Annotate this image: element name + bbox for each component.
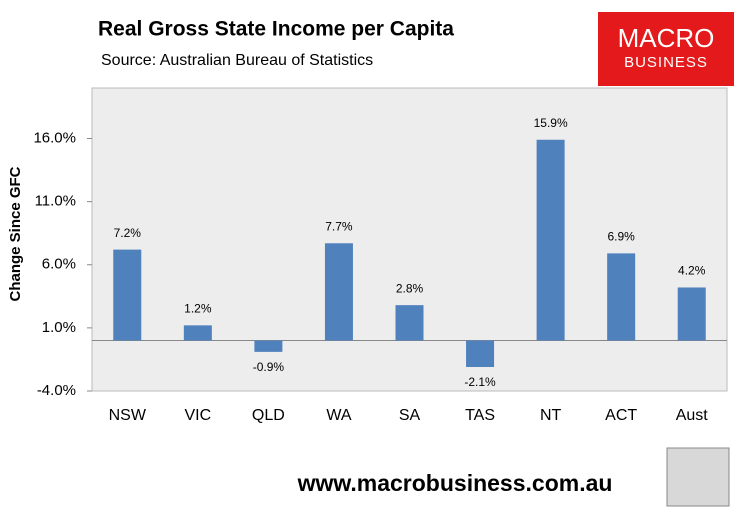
x-tick-label: NT: [540, 407, 562, 424]
y-tick-label: 16.0%: [33, 129, 76, 146]
x-tick-label: SA: [399, 407, 421, 424]
bar: [466, 340, 495, 368]
chart-subtitle: Source: Australian Bureau of Statistics: [101, 52, 373, 69]
bar: [607, 253, 636, 341]
y-tick-label: 6.0%: [42, 256, 76, 273]
x-tick-label: Aust: [676, 407, 709, 424]
bar: [254, 340, 283, 352]
bar: [183, 325, 212, 341]
y-tick-label: 11.0%: [35, 193, 76, 210]
x-tick-label: NSW: [109, 407, 147, 424]
logo-text: MACRO: [618, 23, 715, 53]
logo-text: BUSINESS: [624, 54, 708, 71]
x-tick-label: TAS: [465, 407, 495, 424]
x-tick-label: WA: [326, 407, 352, 424]
bar: [395, 305, 424, 341]
y-axis-label: Change Since GFC: [7, 166, 24, 301]
chart-title: Real Gross State Income per Capita: [98, 18, 454, 41]
value-label: 4.2%: [678, 264, 706, 278]
bar: [113, 249, 142, 341]
y-tick-label: 1.0%: [42, 319, 76, 336]
x-tick-label: ACT: [605, 407, 637, 424]
value-label: -2.1%: [464, 375, 496, 389]
wolf-image: [666, 447, 730, 507]
x-tick-label: QLD: [252, 407, 285, 424]
bar: [536, 139, 565, 341]
value-label: 15.9%: [534, 116, 568, 130]
value-label: 7.2%: [114, 226, 142, 240]
value-label: 6.9%: [607, 230, 635, 244]
bar: [324, 243, 353, 341]
logo-box: [598, 12, 734, 86]
value-label: -0.9%: [253, 360, 285, 374]
value-label: 7.7%: [325, 219, 353, 233]
y-tick-label: -4.0%: [37, 382, 76, 399]
footer: www.macrobusiness.com.au: [297, 470, 613, 496]
value-label: 2.8%: [396, 281, 424, 295]
bar: [677, 287, 706, 341]
x-tick-label: VIC: [184, 407, 211, 424]
value-label: 1.2%: [184, 302, 212, 316]
